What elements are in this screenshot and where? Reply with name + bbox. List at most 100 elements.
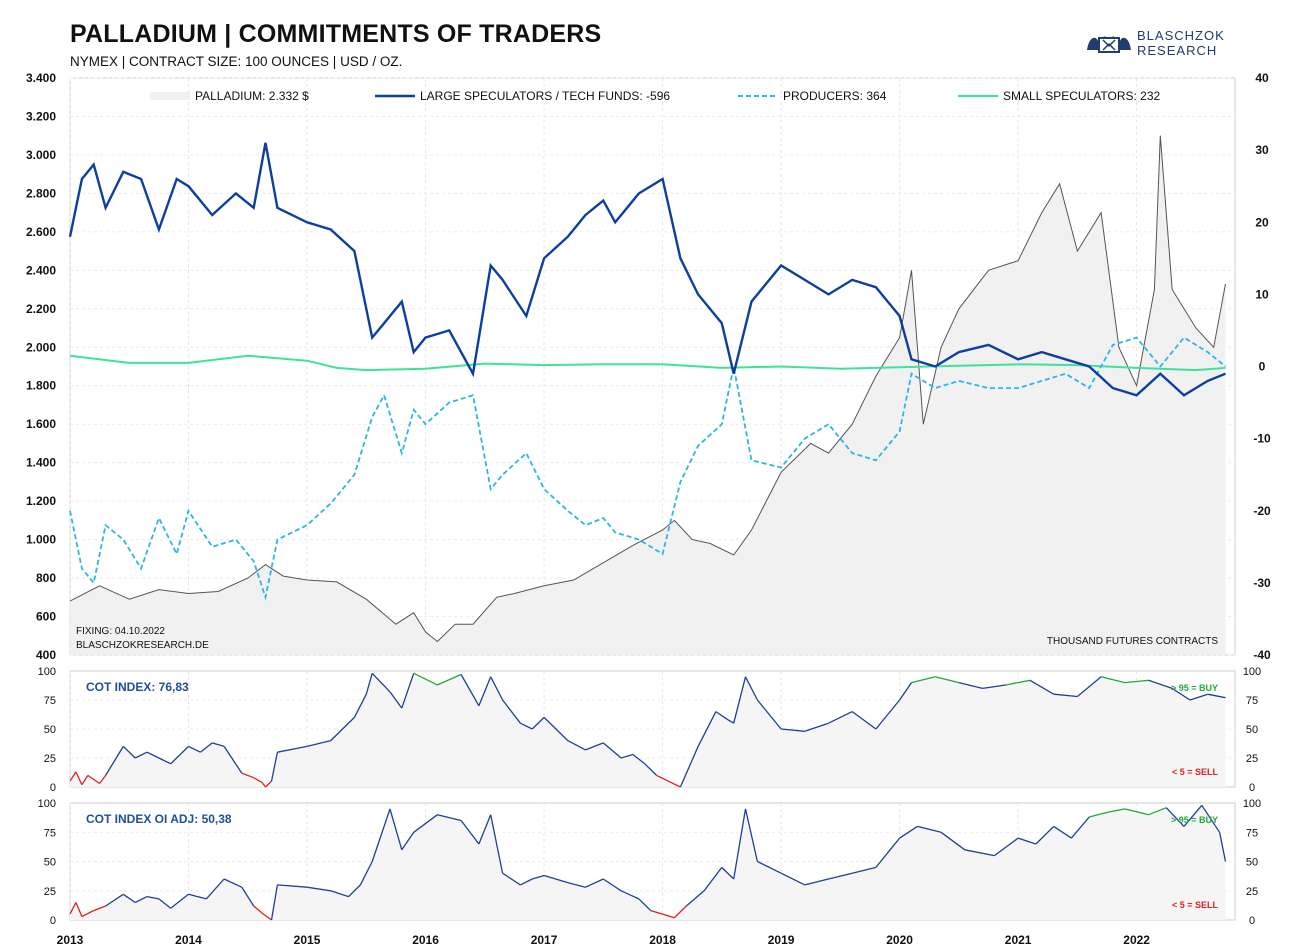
index-segment-1 <box>253 777 263 783</box>
index-segment-1 <box>958 681 983 690</box>
index-segment-2 <box>490 814 504 874</box>
index-segment-1 <box>1006 679 1031 686</box>
index-segment-2 <box>940 831 966 851</box>
index-segment-1 <box>875 699 901 730</box>
index-segment-2 <box>241 886 255 907</box>
index-segment-2 <box>721 866 735 880</box>
index-segment-1 <box>330 716 355 742</box>
index-segment-2 <box>1106 808 1125 814</box>
index-segment-2 <box>602 878 622 892</box>
index-segment-2 <box>413 814 438 833</box>
index-segment-1 <box>520 722 533 730</box>
logo-line-2: RESEARCH <box>1137 43 1218 58</box>
index-segment-2 <box>650 909 663 915</box>
index-segment-1 <box>437 673 462 686</box>
index-segment-1 <box>851 711 877 730</box>
index-segment-1 <box>1207 693 1226 699</box>
page-subtitle: NYMEX | CONTRACT SIZE: 100 OUNCES | USD … <box>70 54 403 69</box>
index-segment-1 <box>270 752 279 782</box>
index-segment-2 <box>330 890 349 898</box>
y-right-tick-label: 0 <box>1259 360 1266 374</box>
index-segment-1 <box>478 676 492 707</box>
index-segment-1 <box>277 745 308 753</box>
y-right-tick-label-index-2: 0 <box>1249 915 1255 927</box>
y-right-tick-label-index-1: 0 <box>1249 782 1255 794</box>
y-tick-label-index-2: 100 <box>38 798 56 810</box>
index-segment-1 <box>935 676 960 684</box>
y-left-tick-label: 3.000 <box>26 148 56 162</box>
index-segment-1 <box>75 771 83 785</box>
y-right-tick-label-index-1: 50 <box>1246 724 1258 736</box>
site-note: BLASCHZOKRESEARCH.DE <box>76 640 209 651</box>
index-segment-1 <box>668 780 681 788</box>
y-left-tick-label: 2.200 <box>26 302 56 316</box>
y-tick-label-index-1: 0 <box>50 782 56 794</box>
index-segment-1 <box>81 775 89 786</box>
index-segment-2 <box>1124 808 1149 816</box>
index-label-1: COT INDEX: 76,83 <box>86 680 189 694</box>
index-segment-1 <box>261 782 267 788</box>
index-segment-2 <box>620 890 640 900</box>
y-left-tick-label: 600 <box>36 610 56 624</box>
x-tick-label: 2017 <box>531 933 558 947</box>
y-tick-label-index-2: 50 <box>44 857 56 869</box>
y-left-tick-label: 1.800 <box>26 379 56 393</box>
y-tick-label-index-1: 100 <box>38 666 56 678</box>
y-tick-label-index-1: 75 <box>44 695 56 707</box>
index-segment-1 <box>158 757 171 765</box>
index-segment-1 <box>413 672 438 686</box>
index-segment-1 <box>146 751 160 759</box>
index-segment-2 <box>277 884 308 888</box>
index-segment-1 <box>781 728 805 732</box>
index-segment-1 <box>371 672 391 693</box>
index-segment-2 <box>520 878 533 886</box>
index-segment-1 <box>911 676 936 684</box>
index-segment-1 <box>134 751 148 759</box>
index-segment-2 <box>306 886 331 892</box>
x-tick-label: 2015 <box>294 933 321 947</box>
y-right-tick-label: -10 <box>1253 432 1271 446</box>
index-segment-2 <box>638 898 652 912</box>
index-segment-2 <box>532 874 545 880</box>
index-segment-2 <box>744 808 759 862</box>
index-segment-2 <box>261 912 272 921</box>
index-segment-2 <box>703 867 723 892</box>
index-segment-2 <box>389 808 403 850</box>
index-segment-2 <box>1035 825 1055 845</box>
index-segment-1 <box>828 711 853 724</box>
y-left-tick-label: 800 <box>36 571 56 585</box>
index-segment-1 <box>1053 693 1078 698</box>
index-segment-2 <box>105 893 124 907</box>
index-segment-1 <box>1124 679 1149 684</box>
index-segment-1 <box>679 746 699 788</box>
x-tick-label: 2021 <box>1005 933 1032 947</box>
index-segment-2 <box>134 896 148 904</box>
logo-icon <box>1087 36 1131 53</box>
y-right-tick-label-index-1: 75 <box>1246 695 1258 707</box>
index-area-2 <box>70 805 1226 920</box>
index-segment-1 <box>502 699 521 724</box>
index-segment-1 <box>1171 687 1191 701</box>
x-tick-label: 2020 <box>886 933 913 947</box>
series-line-palladium <box>69 135 1226 643</box>
y-tick-label-index-1: 25 <box>44 753 56 765</box>
index-segment-1 <box>715 711 729 721</box>
index-segment-2 <box>1070 816 1090 839</box>
index-segment-1 <box>241 772 254 779</box>
index-segment-2 <box>170 893 189 909</box>
index-segment-2 <box>1218 832 1227 862</box>
y-right-tick-label: 20 <box>1255 215 1269 229</box>
y-right-tick-label: 30 <box>1255 143 1269 157</box>
index-segment-1 <box>306 739 331 748</box>
index-segment-2 <box>371 808 391 862</box>
y-left-tick-label: 1.400 <box>26 456 56 470</box>
x-tick-label: 2019 <box>768 933 795 947</box>
index-label-2: COT INDEX OI ADJ: 50,38 <box>86 812 232 826</box>
index-segment-2 <box>994 837 1019 857</box>
y-left-tick-label: 1.600 <box>26 417 56 431</box>
y-right-tick-label: 10 <box>1255 287 1269 301</box>
index-segment-2 <box>460 820 480 845</box>
index-segment-2 <box>253 905 263 914</box>
y-right-tick-label: -20 <box>1253 504 1271 518</box>
